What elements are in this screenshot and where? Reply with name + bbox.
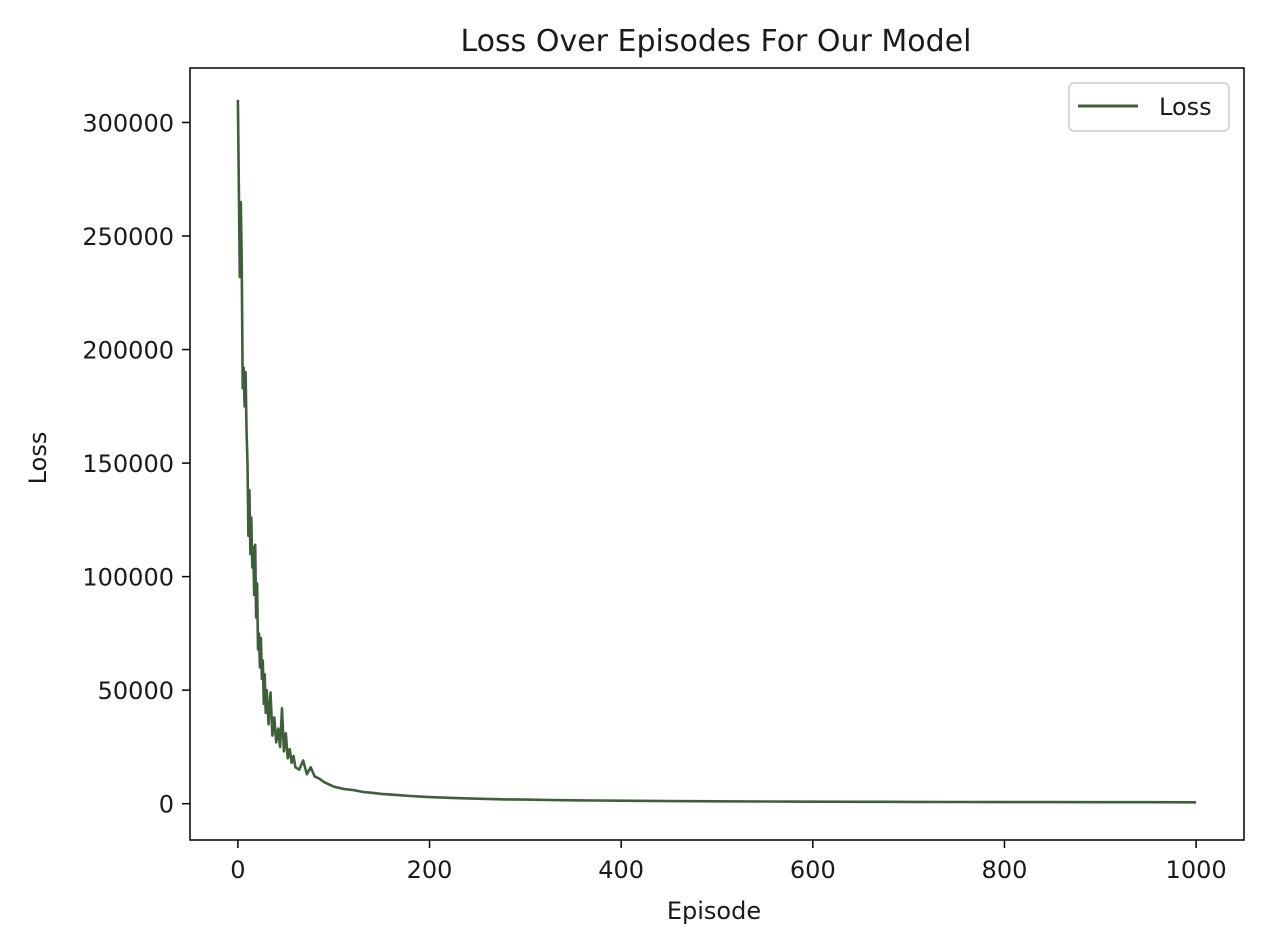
x-axis-ticks: 0 200 400 600 800 1000 xyxy=(230,840,1227,884)
series-line-loss xyxy=(236,99,1197,804)
x-tick-label: 800 xyxy=(982,856,1028,884)
axes-frame xyxy=(189,67,1245,841)
legend-box xyxy=(1068,82,1230,132)
x-tick-label: 200 xyxy=(407,856,453,884)
legend-label-loss: Loss xyxy=(1159,93,1212,121)
y-tick-label: 0 xyxy=(159,791,174,819)
y-tick-label: 100000 xyxy=(82,564,174,592)
x-tick-label: 1000 xyxy=(1166,856,1227,884)
plot-area xyxy=(236,99,1197,804)
y-axis-ticks: 0 50000 100000 150000 200000 250000 300000 xyxy=(82,109,190,819)
y-tick-label: 250000 xyxy=(82,223,174,251)
x-tick-label: 400 xyxy=(598,856,644,884)
x-tick-label: 0 xyxy=(230,856,245,884)
y-tick-label: 150000 xyxy=(82,450,174,478)
y-axis-label: Loss xyxy=(24,432,52,485)
legend: Loss xyxy=(1068,82,1230,132)
y-tick-label: 50000 xyxy=(98,677,174,705)
y-tick-label: 300000 xyxy=(82,109,174,137)
x-tick-label: 600 xyxy=(790,856,836,884)
y-tick-label: 200000 xyxy=(82,337,174,365)
x-axis-label: Episode xyxy=(667,897,761,925)
chart-title: Loss Over Episodes For Our Model xyxy=(461,24,972,59)
